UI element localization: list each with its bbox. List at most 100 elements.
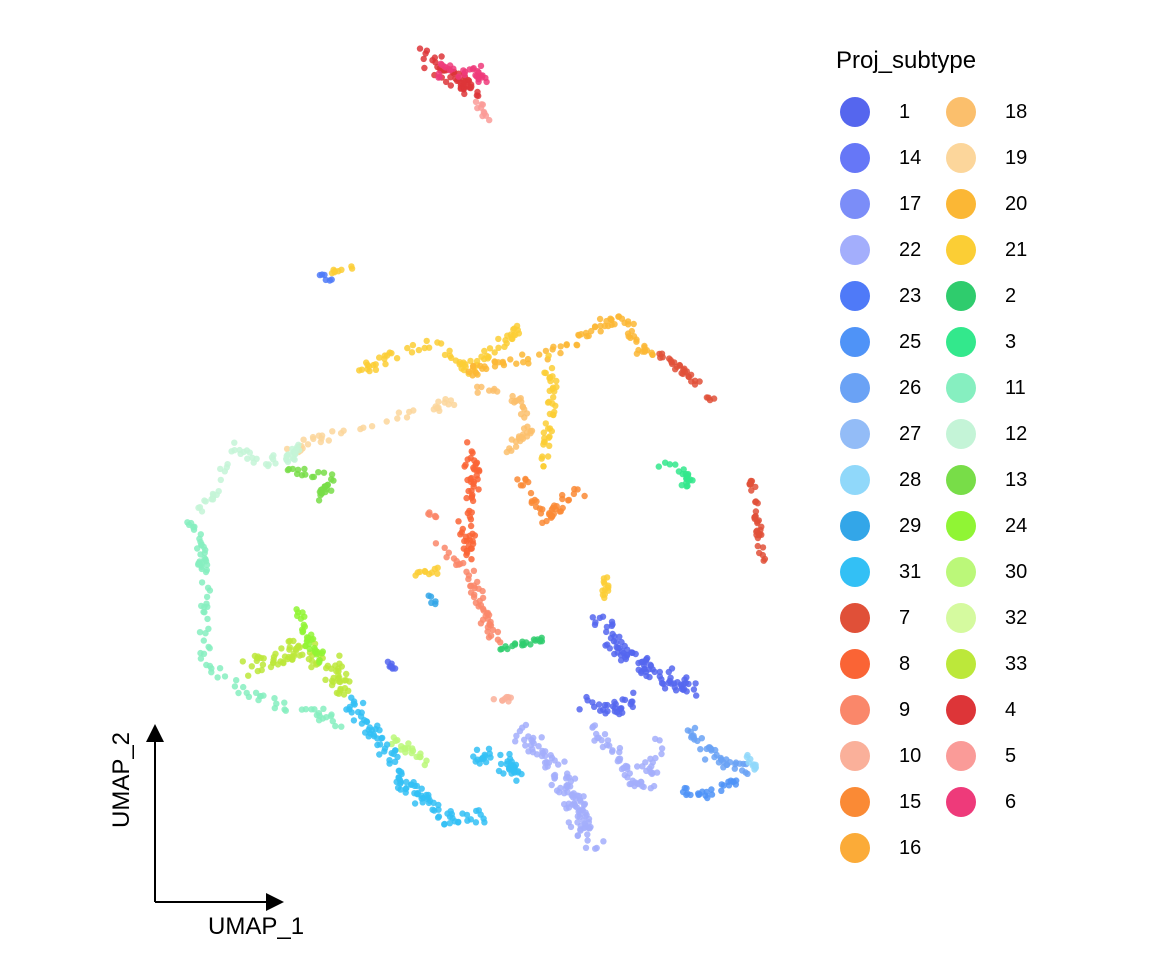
scatter-point bbox=[596, 315, 604, 323]
scatter-point bbox=[467, 81, 475, 88]
scatter-point bbox=[246, 449, 253, 456]
scatter-point bbox=[467, 816, 474, 823]
scatter-point bbox=[250, 459, 257, 466]
scatter-point bbox=[498, 645, 505, 653]
legend-swatch bbox=[946, 557, 976, 587]
legend-item-17: 17 bbox=[840, 184, 921, 224]
legend-label: 14 bbox=[899, 146, 922, 169]
scatter-point bbox=[390, 750, 397, 758]
scatter-point bbox=[409, 747, 417, 754]
scatter-point bbox=[302, 706, 310, 713]
scatter-point bbox=[655, 463, 662, 470]
scatter-point bbox=[656, 673, 663, 680]
scatter-point bbox=[545, 352, 552, 359]
scatter-point bbox=[315, 497, 323, 504]
scatter-point bbox=[519, 351, 526, 358]
scatter-point bbox=[376, 741, 384, 748]
scatter-point bbox=[628, 327, 635, 335]
scatter-point bbox=[592, 845, 599, 852]
scatter-point bbox=[204, 603, 211, 610]
scatter-point bbox=[622, 762, 629, 770]
legend-label: 15 bbox=[899, 790, 922, 813]
scatter-point bbox=[257, 654, 264, 662]
scatter-point bbox=[585, 819, 592, 826]
legend-item-30: 30 bbox=[946, 552, 1027, 592]
scatter-point bbox=[446, 820, 453, 827]
scatter-point bbox=[743, 753, 751, 761]
scatter-point bbox=[608, 618, 616, 625]
scatter-point bbox=[245, 672, 252, 679]
scatter-point bbox=[530, 636, 538, 643]
scatter-point bbox=[388, 663, 395, 670]
scatter-point bbox=[723, 761, 731, 768]
scatter-point bbox=[292, 450, 299, 457]
scatter-point bbox=[185, 521, 193, 528]
scatter-point bbox=[643, 656, 650, 664]
scatter-point bbox=[472, 758, 479, 765]
scatter-point bbox=[519, 482, 527, 489]
legend-label: 1 bbox=[899, 100, 911, 123]
scatter-point bbox=[338, 723, 345, 730]
legend-label: 11 bbox=[1005, 376, 1026, 399]
legend-item-7: 7 bbox=[840, 598, 910, 638]
scatter-point bbox=[672, 366, 679, 373]
scatter-point bbox=[198, 541, 205, 548]
scatter-point bbox=[397, 786, 404, 793]
scatter-point bbox=[519, 403, 526, 411]
scatter-point bbox=[425, 799, 433, 807]
scatter-point bbox=[283, 455, 290, 463]
scatter-point bbox=[340, 691, 348, 698]
scatter-point bbox=[548, 427, 555, 435]
scatter-point bbox=[441, 399, 448, 406]
scatter-point bbox=[418, 785, 425, 792]
scatter-point bbox=[481, 109, 488, 117]
scatter-point bbox=[450, 401, 458, 409]
legend-label: 7 bbox=[899, 606, 911, 629]
scatter-point bbox=[559, 491, 566, 499]
scatter-point bbox=[540, 429, 547, 436]
scatter-point bbox=[739, 767, 746, 774]
scatter-point bbox=[429, 57, 436, 64]
scatter-point bbox=[658, 745, 666, 752]
scatter-point bbox=[290, 455, 297, 463]
legend-item-15: 15 bbox=[840, 782, 921, 822]
scatter-point bbox=[445, 549, 452, 556]
legend-item-16: 16 bbox=[840, 828, 921, 868]
scatter-point bbox=[685, 477, 692, 484]
scatter-point bbox=[357, 425, 364, 433]
scatter-point bbox=[379, 734, 386, 742]
scatter-point bbox=[395, 774, 402, 782]
scatter-point bbox=[310, 473, 318, 481]
umap-y-axis-arrow bbox=[146, 724, 164, 742]
scatter-point bbox=[432, 598, 439, 605]
scatter-point bbox=[603, 574, 611, 581]
scatter-point bbox=[391, 758, 399, 765]
legend-item-32: 32 bbox=[946, 598, 1027, 638]
scatter-point bbox=[201, 497, 208, 504]
scatter-point bbox=[470, 753, 477, 760]
scatter-point bbox=[580, 793, 587, 800]
legend-swatch bbox=[840, 373, 870, 403]
scatter-point bbox=[618, 638, 625, 646]
scatter-point bbox=[640, 783, 647, 791]
scatter-point bbox=[283, 445, 291, 453]
scatter-point bbox=[480, 815, 487, 822]
scatter-point bbox=[633, 350, 641, 357]
scatter-point bbox=[491, 349, 498, 356]
legend-swatch bbox=[840, 833, 870, 863]
scatter-point bbox=[447, 82, 454, 89]
scatter-point bbox=[423, 47, 431, 54]
legend-swatch bbox=[946, 787, 976, 817]
scatter-point bbox=[474, 104, 481, 112]
legend-item-26: 26 bbox=[840, 368, 921, 408]
scatter-point bbox=[544, 453, 552, 460]
scatter-point bbox=[684, 790, 691, 797]
scatter-point bbox=[285, 465, 293, 473]
scatter-point bbox=[538, 734, 545, 741]
scatter-point bbox=[403, 414, 411, 421]
scatter-point bbox=[421, 761, 428, 769]
scatter-point bbox=[454, 819, 462, 826]
scatter-point bbox=[288, 653, 295, 661]
scatter-point bbox=[323, 714, 330, 721]
scatter-point bbox=[305, 655, 313, 663]
